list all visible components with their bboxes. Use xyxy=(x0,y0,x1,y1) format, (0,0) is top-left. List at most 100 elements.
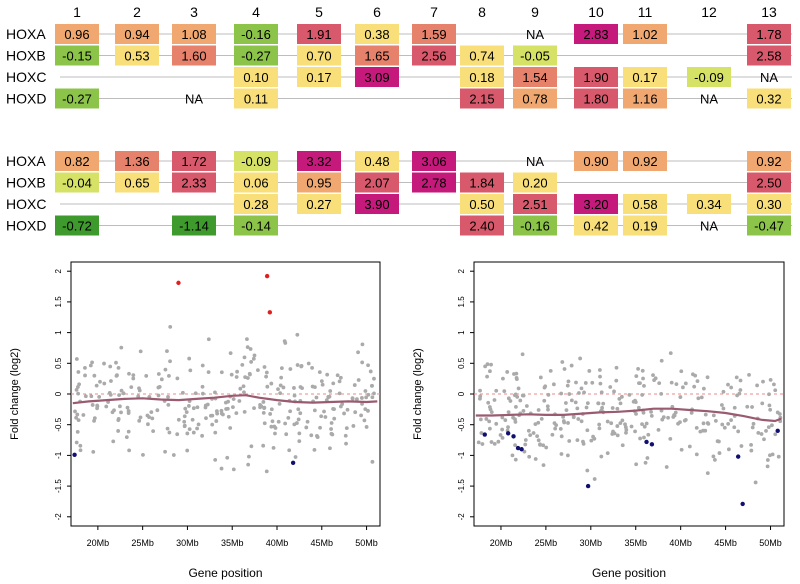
cell-value: 1.84 xyxy=(469,176,494,191)
gene-point xyxy=(187,356,192,361)
heatmap-cell xyxy=(513,172,557,193)
gene-point xyxy=(204,416,208,421)
cell-value: 0.78 xyxy=(522,92,547,107)
cell-value: 2.50 xyxy=(756,176,781,191)
cell-value: 2.40 xyxy=(469,219,494,234)
gene-point xyxy=(356,350,360,355)
gene-point xyxy=(102,381,107,386)
y-tick-label: 2 xyxy=(54,268,63,273)
gene-point xyxy=(252,406,256,411)
gene-point xyxy=(512,393,517,398)
cell-value: -0.05 xyxy=(520,49,550,64)
gene-point xyxy=(623,422,627,427)
gene-point xyxy=(150,416,155,421)
heatmap-cell xyxy=(747,194,791,214)
gene-point xyxy=(659,358,664,363)
gene-point xyxy=(739,444,744,448)
gene-point xyxy=(552,421,557,426)
gene-point xyxy=(109,379,113,383)
gene-point xyxy=(520,352,525,357)
gene-point xyxy=(502,389,507,394)
gene-point xyxy=(620,443,625,448)
heatmap-cell xyxy=(297,67,341,87)
gene-point xyxy=(644,421,649,426)
gene-point xyxy=(213,430,218,435)
gene-point xyxy=(297,439,302,444)
gene-point xyxy=(567,439,572,443)
gene-point xyxy=(479,431,484,435)
gene-point xyxy=(566,379,571,384)
gene-point xyxy=(536,438,541,443)
gene-point xyxy=(592,477,597,481)
gene-point xyxy=(649,409,653,414)
gene-point xyxy=(646,432,651,437)
y-tick-label: -1 xyxy=(457,451,466,459)
y-tick-label: -1.5 xyxy=(457,479,466,493)
gene-point xyxy=(117,393,121,398)
gene-point xyxy=(137,418,142,423)
cell-value: 0.10 xyxy=(243,70,268,85)
heatmap-cell xyxy=(574,24,618,44)
gene-point xyxy=(74,415,79,420)
gene-point xyxy=(478,388,482,393)
gene-point xyxy=(768,407,773,412)
gene-point xyxy=(505,370,510,374)
na-label: NA xyxy=(700,219,718,234)
gene-point xyxy=(480,442,485,446)
column-label-1: 1 xyxy=(73,4,81,20)
heatmap-cell xyxy=(55,45,99,66)
gene-point xyxy=(366,363,370,368)
gene-point xyxy=(615,424,620,428)
cell-value: 1.08 xyxy=(181,27,206,42)
background-points xyxy=(73,324,376,474)
cell-value: 1.90 xyxy=(583,70,608,85)
gene-point xyxy=(690,372,695,377)
downregulated-point xyxy=(775,428,780,434)
gene-point xyxy=(163,449,167,454)
cell-value: -0.04 xyxy=(62,176,92,191)
gene-point xyxy=(200,363,205,368)
gene-point xyxy=(277,401,282,406)
cell-value: 3.90 xyxy=(364,197,389,212)
gene-point xyxy=(298,385,303,389)
gene-point xyxy=(541,463,546,468)
gene-point xyxy=(629,424,634,429)
gene-point xyxy=(768,377,773,382)
gene-point xyxy=(694,452,699,457)
gene-point xyxy=(74,387,79,392)
gene-point xyxy=(494,421,499,426)
gene-point xyxy=(166,402,171,407)
gene-point xyxy=(272,424,277,429)
heatmap-cell xyxy=(513,88,557,109)
gene-point xyxy=(516,386,521,391)
gene-point xyxy=(268,412,273,416)
gene-point xyxy=(717,439,721,444)
gene-point xyxy=(116,417,121,421)
heatmap-row-hoxb: HOXB -0.15 0.53 1.60 -0.27 0.70 1.65 2.56 0.74 -0… xyxy=(6,45,792,66)
gene-point xyxy=(372,391,376,396)
gene-point xyxy=(226,414,231,419)
gene-point xyxy=(264,370,269,375)
gene-point xyxy=(310,384,315,389)
trend-line xyxy=(475,407,782,423)
column-label-7: 7 xyxy=(430,4,438,20)
gene-point xyxy=(206,337,211,342)
gene-point xyxy=(623,425,628,430)
gene-point xyxy=(270,419,275,424)
gene-point xyxy=(500,427,505,432)
cell-value: -0.16 xyxy=(520,219,550,234)
heatmap-panel-1: HOXA 0.96 0.94 1.08 -0.16 1.91 0.38 1.59 NA 2.83 1… xyxy=(6,24,792,109)
gene-point xyxy=(309,433,314,438)
gene-point xyxy=(544,445,549,450)
gene-point xyxy=(674,382,679,387)
heatmap-cell xyxy=(234,194,278,214)
gene-point xyxy=(273,431,277,436)
gene-point xyxy=(332,407,336,412)
gene-point xyxy=(337,379,342,384)
gene-point xyxy=(478,417,483,422)
gene-point xyxy=(271,445,276,450)
heatmap-cell xyxy=(513,45,557,66)
gene-point xyxy=(514,377,519,381)
gene-point xyxy=(337,391,342,396)
gene-point xyxy=(494,388,499,393)
